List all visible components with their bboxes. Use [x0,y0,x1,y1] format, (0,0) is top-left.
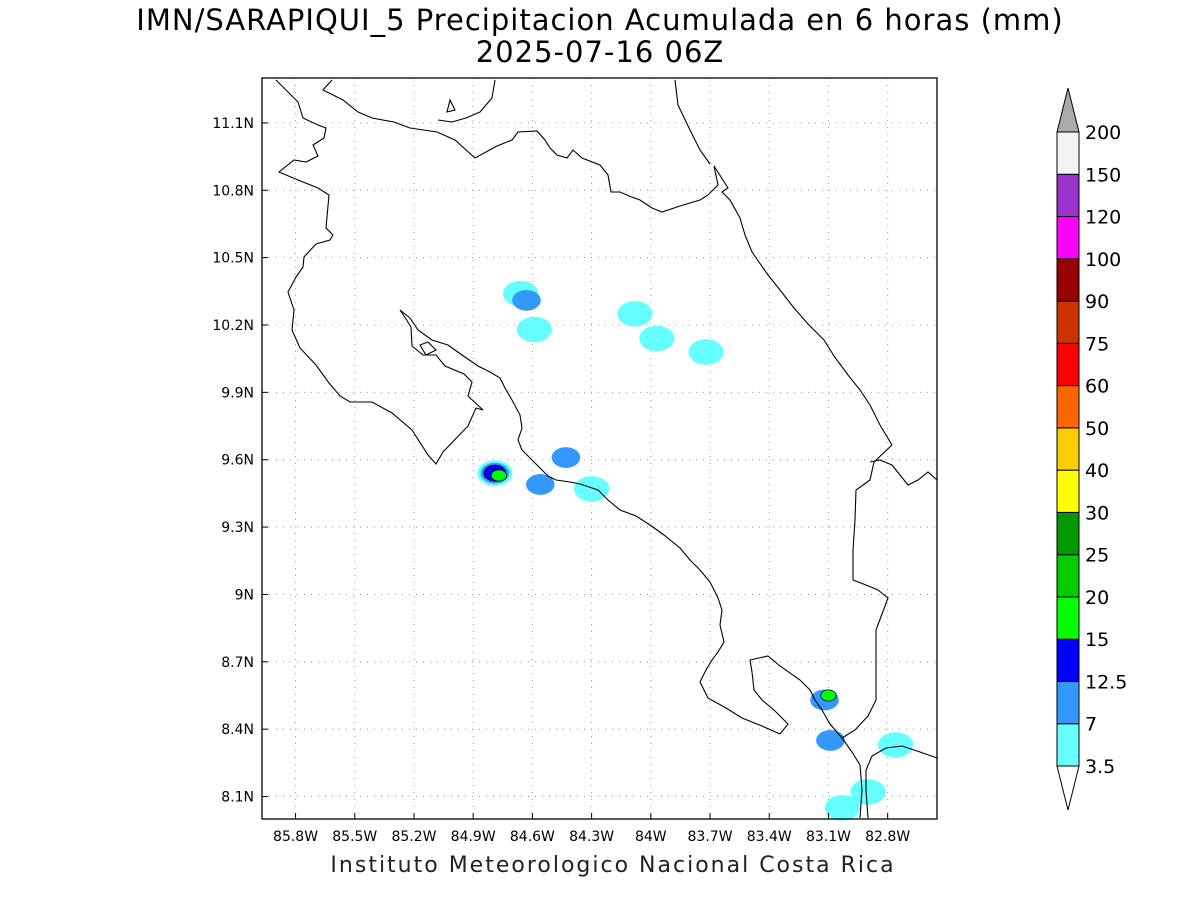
colorbar-bottom-arrow [1056,765,1080,811]
lagoon [419,341,437,356]
colorbar-swatch [1056,131,1080,175]
map-subtitle: 2025-07-16 06Z [475,35,725,69]
colorbar-swatch [1056,723,1080,767]
lat-tick-label: 8.4N [221,722,254,738]
colorbar-label: 12.5 [1085,671,1127,693]
colorbar-label: 20 [1085,587,1109,609]
colorbar-label: 200 [1085,122,1121,144]
colorbar-label: 40 [1085,460,1109,482]
lon-tick-label: 84W [635,829,667,845]
colorbar-swatch [1056,596,1080,640]
lat-tick-label: 9.3N [221,520,254,536]
colorbar-swatch [1056,385,1080,429]
axis-tick-labels: 85.8W 85.5W 85.2W 84.9W 84.6W 84.3W 84W 83.7W 83… [212,116,910,845]
precip-cell [820,689,837,702]
lon-tick-label: 83.1W [806,829,851,845]
lon-tick-label: 84.3W [569,829,614,845]
colorbar-swatch [1056,511,1080,556]
footer-credit: Instituto Meteorologico Nacional Costa R… [330,853,896,878]
colorbar-swatch [1056,258,1080,302]
lon-tick-label: 85.5W [332,829,377,845]
nicaragua-border-west [275,79,484,465]
colorbar-label: 25 [1085,545,1109,567]
colorbar-swatch [1056,342,1080,387]
nicaragua-border [322,79,893,446]
lon-tick-label: 84.9W [451,829,496,845]
lat-tick-label: 8.1N [221,790,254,806]
precip-cell [490,469,507,482]
precip-cell [850,779,886,805]
colorbar-label: 150 [1085,164,1121,186]
island-1 [446,98,456,113]
lat-tick-label: 8.7N [221,655,254,671]
colorbar-swatch [1056,427,1080,471]
lon-tick-label: 83.4W [747,829,792,845]
precip-cell [824,794,860,821]
colorbar-swatch [1056,680,1080,725]
map-frame [261,77,938,820]
precip-cell [574,476,610,502]
lon-tick-label: 83.7W [688,829,733,845]
colorbar-swatch [1056,638,1080,682]
precip-cell [617,300,653,327]
colorbar-swatch [1056,173,1080,218]
map-title: IMN/SARAPIQUI_5 Precipitacion Acumulada … [136,3,1064,37]
caribbean-coast-north [437,79,496,123]
lat-tick-label: 9.9N [221,385,254,401]
precip-cell [516,316,552,343]
precip-cell [877,732,914,758]
gridlines [262,78,937,819]
colorbar-swatch [1056,554,1080,598]
lon-tick-label: 85.8W [273,829,318,845]
lon-tick-label: 84.6W [510,829,555,845]
colorbar-label: 60 [1085,376,1109,398]
precip-cell [512,289,541,311]
lat-tick-label: 10.2N [212,318,254,334]
colorbar-swatch [1056,216,1080,260]
burica-peninsula [865,745,938,819]
lat-tick-label: 10.8N [212,183,254,199]
lake-shore [674,79,711,165]
precip-cell [525,474,555,495]
colorbar-swatch [1056,300,1080,344]
lat-tick-label: 10.5N [212,251,254,267]
lat-tick-label: 9.6N [221,453,254,469]
colorbar-top-arrow [1056,87,1080,133]
colorbar-swatch [1056,469,1080,513]
lon-tick-label: 85.2W [391,829,436,845]
colorbar-label: 30 [1085,502,1109,524]
colorbar-label: 3.5 [1085,756,1115,778]
colorbar-label: 100 [1085,249,1121,271]
colorbar-label: 15 [1085,629,1109,651]
caribbean-coast-south [869,459,938,486]
colorbar-label: 90 [1085,291,1109,313]
precip-cell [551,447,581,468]
colorbar-label: 50 [1085,418,1109,440]
costa-rica-panama-border [841,444,893,739]
lat-tick-label: 9N [235,587,254,603]
lat-tick-label: 11.1N [212,116,254,132]
colorbar-label: 75 [1085,333,1109,355]
lon-tick-label: 82.8W [865,829,910,845]
precip-cell [639,325,675,352]
colorbar-label: 7 [1085,714,1097,736]
precip-cell [688,339,724,365]
precipitation-overlay [477,280,914,821]
coastline-borders [275,79,938,819]
pacific-coast-central [399,309,863,819]
precip-cell [816,730,845,751]
colorbar-label: 120 [1085,207,1121,229]
